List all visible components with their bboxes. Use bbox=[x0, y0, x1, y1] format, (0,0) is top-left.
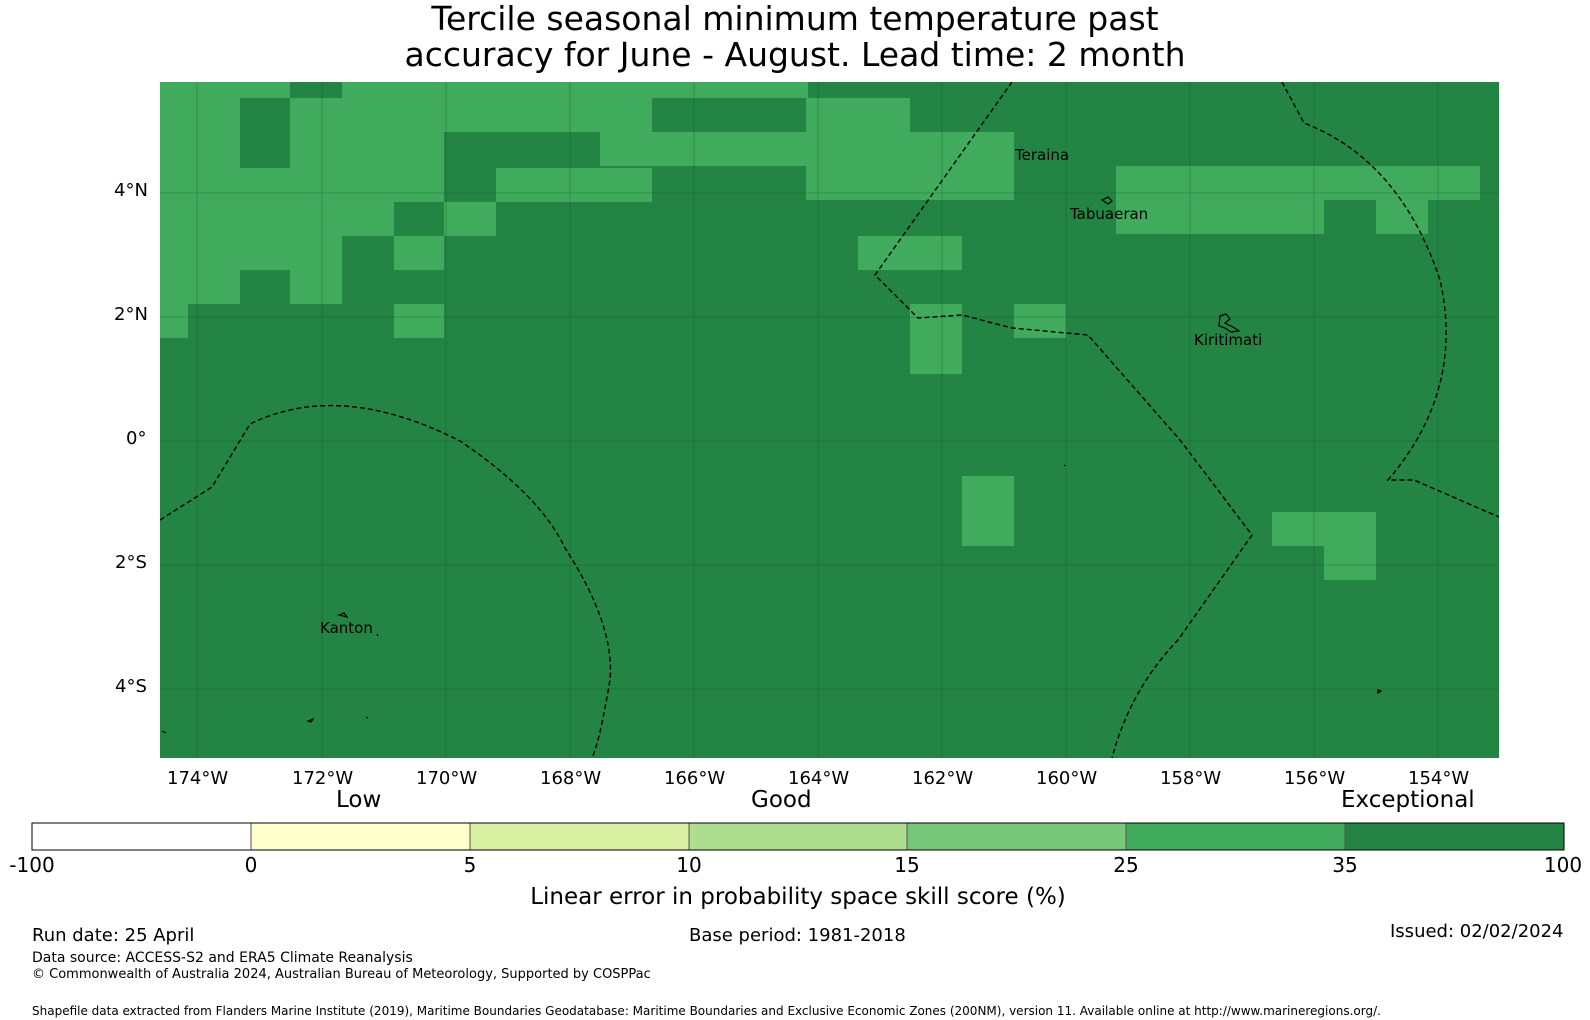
skill-cells bbox=[160, 82, 1480, 580]
base-period: Base period: 1981-2018 bbox=[689, 925, 906, 946]
lon-tick-164w: 164°W bbox=[788, 768, 850, 789]
place-label-kanton: Kanton bbox=[320, 619, 373, 637]
category-label-good: Good bbox=[751, 787, 812, 813]
category-label-low: Low bbox=[336, 787, 382, 813]
lon-tick-154w: 154°W bbox=[1408, 768, 1470, 789]
colorbar-axis-label: Linear error in probability space skill … bbox=[530, 884, 1066, 910]
place-label-tabuaeran: Tabuaeran bbox=[1070, 205, 1149, 223]
map-gridlines bbox=[160, 82, 1499, 758]
map-title-line1: Tercile seasonal minimum temperature pas… bbox=[431, 0, 1159, 38]
lon-tick-158w: 158°W bbox=[1160, 768, 1222, 789]
lat-tick-4n: 4°N bbox=[114, 180, 148, 201]
lat-tick-0: 0° bbox=[126, 428, 147, 449]
colorbar-tick: 10 bbox=[676, 853, 702, 877]
place-label-kiritimati: Kiritimati bbox=[1194, 331, 1263, 349]
eez-boundaries bbox=[160, 82, 1499, 758]
lat-tick-2n: 2°N bbox=[114, 304, 148, 325]
lon-tick-168w: 168°W bbox=[540, 768, 602, 789]
category-label-exceptional: Exceptional bbox=[1341, 787, 1475, 813]
lon-tick-172w: 172°W bbox=[292, 768, 354, 789]
data-source: Data source: ACCESS-S2 and ERA5 Climate … bbox=[32, 950, 413, 966]
lon-tick-170w: 170°W bbox=[416, 768, 478, 789]
colorbar-tick: 100 bbox=[1543, 853, 1583, 877]
shapefile-credit: Shapefile data extracted from Flanders M… bbox=[32, 1004, 1381, 1018]
kanton-island-icon bbox=[337, 612, 349, 618]
island-outlines bbox=[161, 196, 1383, 734]
tabuaeran-island-icon bbox=[1100, 196, 1113, 205]
colorbar bbox=[31, 822, 1565, 851]
lon-tick-174w: 174°W bbox=[167, 768, 229, 789]
colorbar-tick: 15 bbox=[894, 853, 920, 877]
kiritimati-island-icon bbox=[1218, 313, 1241, 333]
lon-tick-166w: 166°W bbox=[664, 768, 726, 789]
colorbar-tick: 5 bbox=[463, 853, 477, 877]
lat-tick-2s: 2°S bbox=[115, 552, 147, 573]
lon-tick-162w: 162°W bbox=[912, 768, 974, 789]
copyright: © Commonwealth of Australia 2024, Austra… bbox=[32, 967, 651, 982]
colorbar-tick: 35 bbox=[1332, 853, 1358, 877]
run-date: Run date: 25 April bbox=[32, 925, 195, 946]
lon-tick-156w: 156°W bbox=[1284, 768, 1346, 789]
place-label-teraina: Teraina bbox=[1015, 146, 1070, 164]
map-title-line2: accuracy for June - August. Lead time: 2… bbox=[404, 35, 1186, 74]
colorbar-tick: 25 bbox=[1113, 853, 1139, 877]
lon-tick-160w: 160°W bbox=[1036, 768, 1098, 789]
colorbar-tick: -100 bbox=[9, 853, 55, 877]
lat-tick-4s: 4°S bbox=[115, 676, 147, 697]
issued-date: Issued: 02/02/2024 bbox=[1390, 921, 1564, 942]
colorbar-tick: 0 bbox=[244, 853, 258, 877]
